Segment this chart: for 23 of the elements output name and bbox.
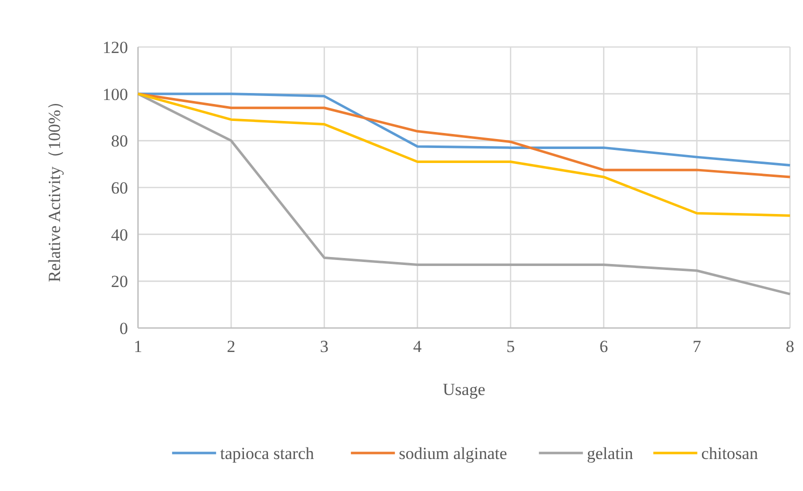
y-tick-label: 40 [111, 225, 128, 244]
x-axis-title: Usage [442, 380, 486, 399]
y-tick-label: 20 [111, 272, 128, 292]
line-series [136, 92, 792, 217]
line-series [136, 92, 792, 296]
x-tick-label: 6 [599, 337, 608, 356]
x-tick-label: 5 [506, 337, 515, 356]
x-tick-label: 4 [413, 337, 422, 356]
x-tick-label: 7 [692, 337, 702, 356]
y-tick-label: 120 [102, 38, 128, 57]
legend-label: sodium alginate [398, 444, 508, 463]
y-tick-label: 0 [120, 318, 128, 338]
y-axis-title: Relative Activity（100%） [45, 92, 64, 282]
x-tick-label: 2 [226, 337, 236, 356]
x-tick-label: 8 [786, 337, 794, 356]
y-tick-label: 60 [111, 178, 128, 198]
x-tick-label: 3 [320, 337, 329, 356]
x-tick-label: 1 [134, 337, 142, 356]
y-tick-label: 100 [102, 84, 128, 104]
y-tick-label: 80 [111, 132, 128, 151]
legend-label: gelatin [586, 444, 634, 463]
legend-label: tapioca starch [220, 444, 315, 463]
legend-label: chitosan [701, 444, 758, 463]
